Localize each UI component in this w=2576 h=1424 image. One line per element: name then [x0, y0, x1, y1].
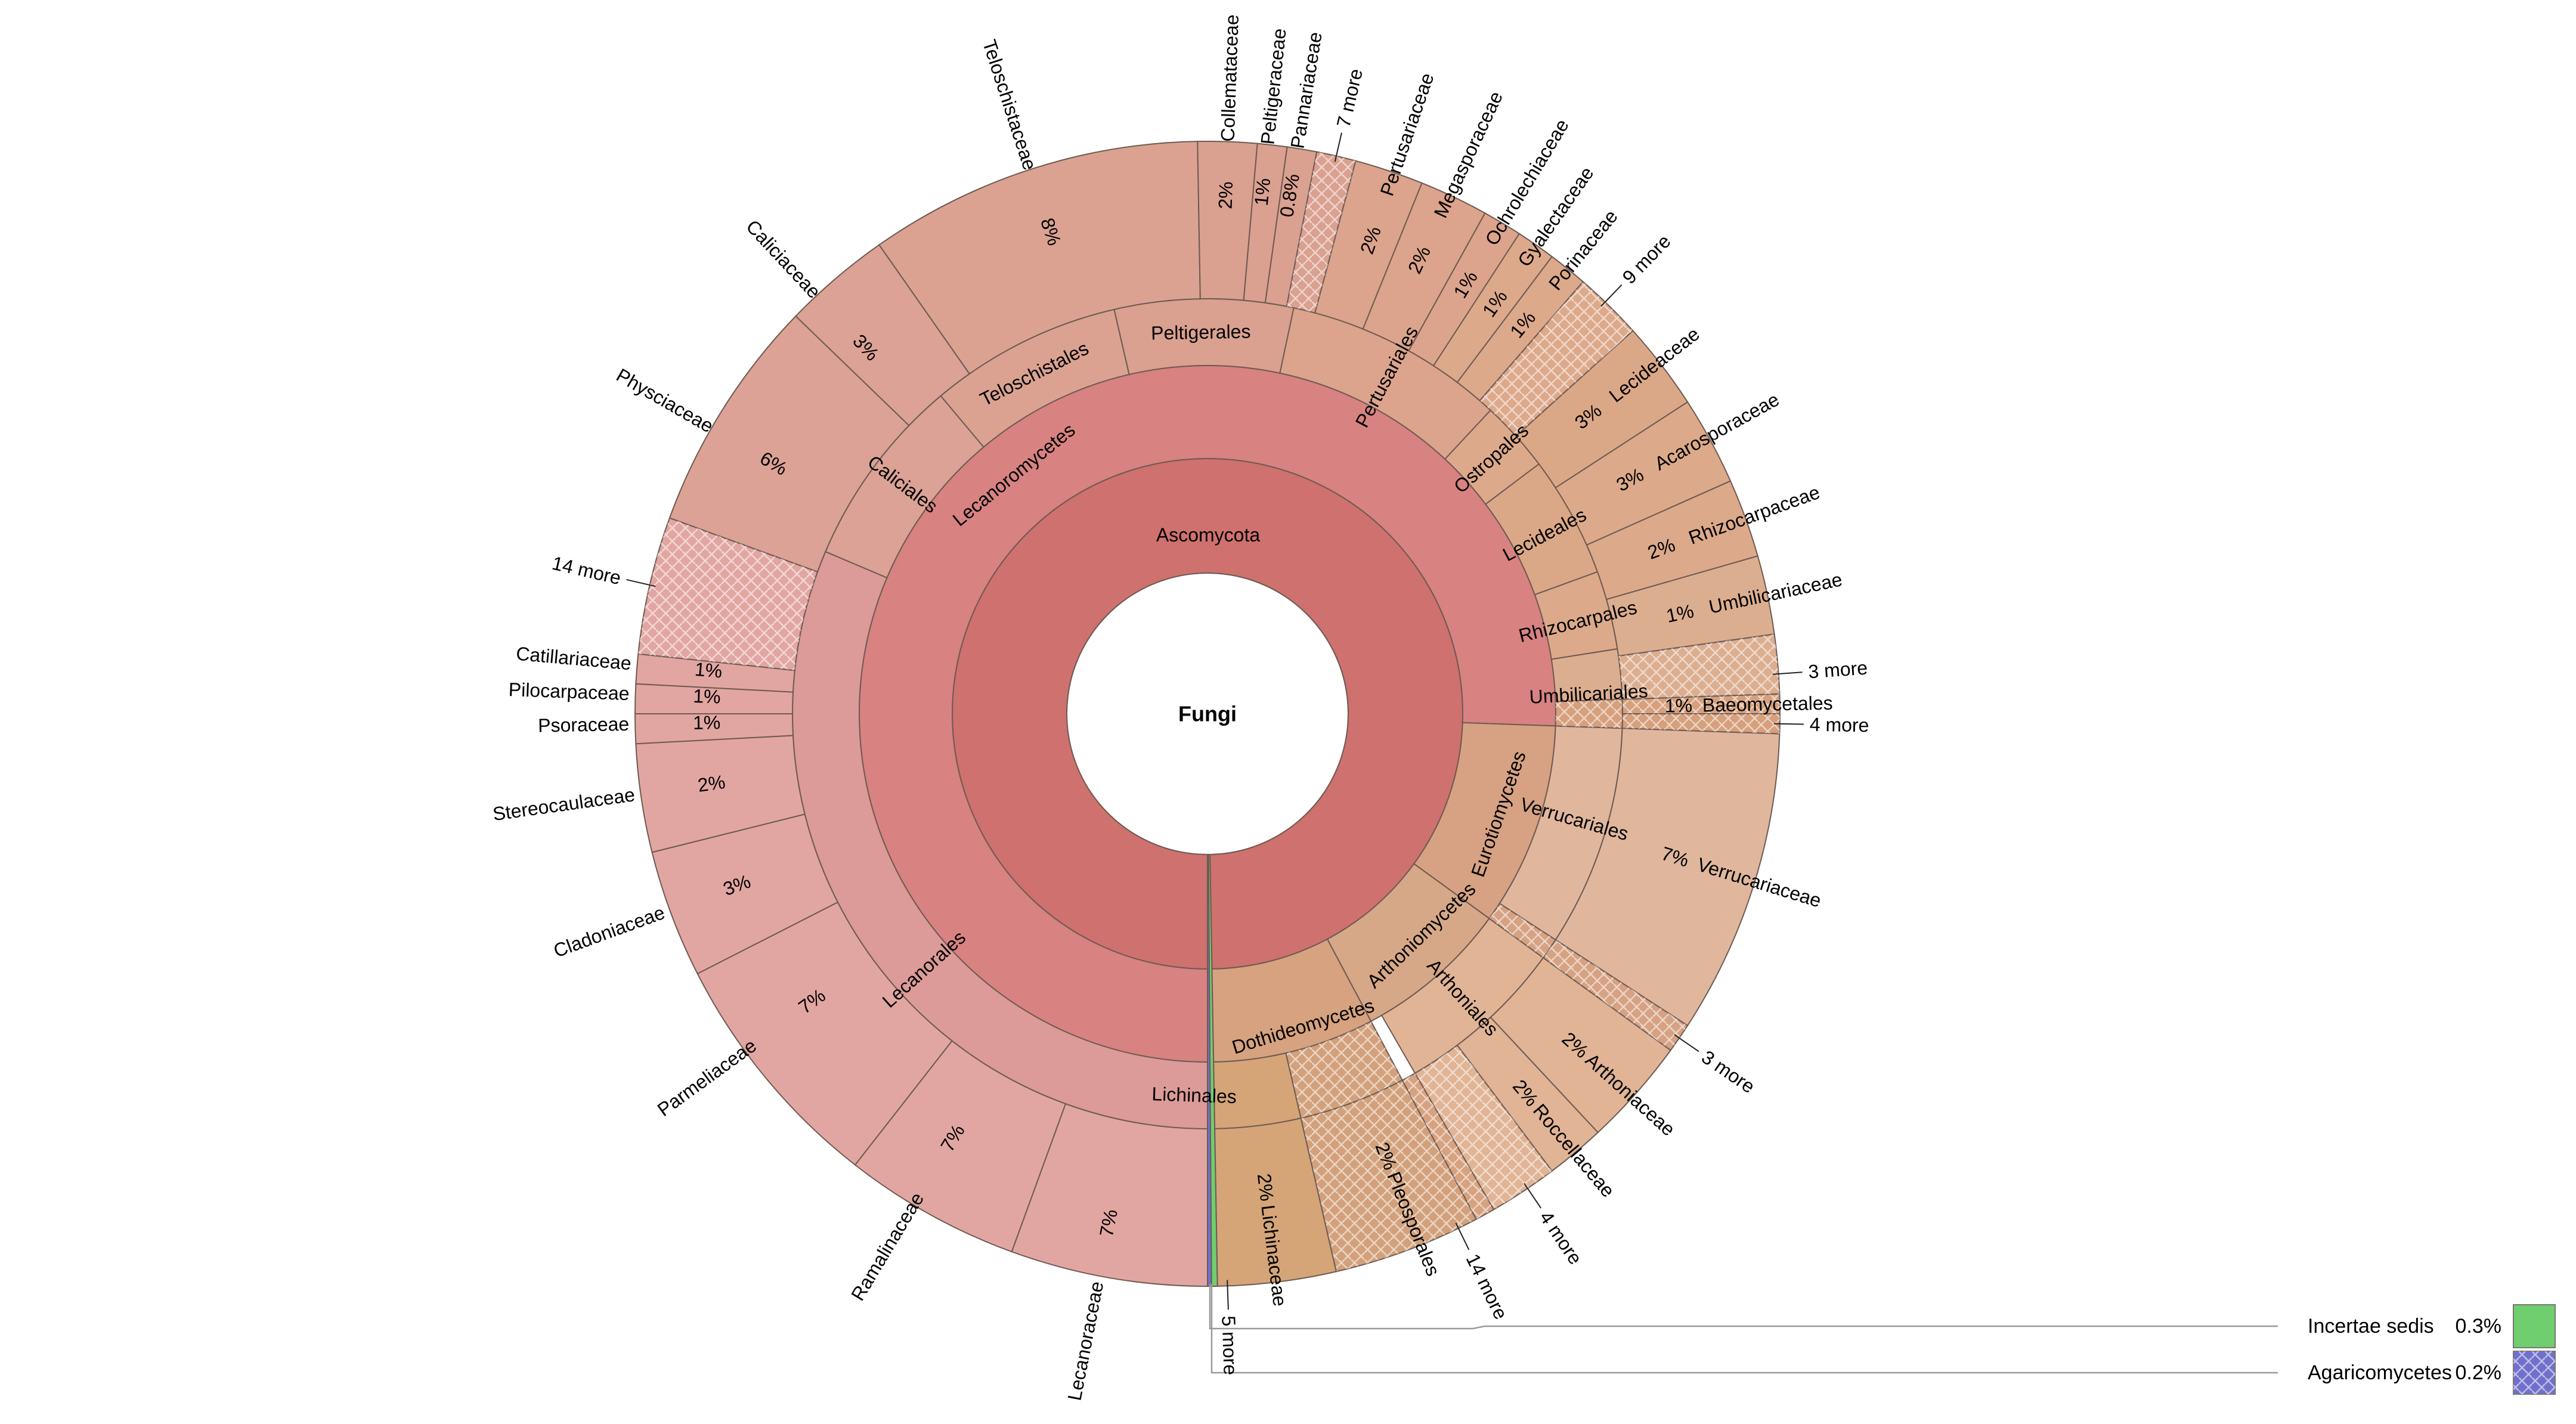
label-family-cladoniaceae: Cladoniaceae: [550, 902, 667, 962]
label-more-8: 5 more: [1218, 1315, 1241, 1376]
label-family-pilocarpaceae-pct: 1%: [693, 685, 721, 708]
label-family-collemataceae: Collemataceae: [1217, 14, 1243, 143]
leader-more-5: [1674, 1034, 1699, 1052]
label-family-physciaceae: Physciaceae: [612, 364, 717, 437]
leader-line-layer: [626, 132, 2278, 1374]
label-family-teloschistaceae: Teloschistaceae: [979, 37, 1041, 173]
wedge-verrucariales-more-hatch: [1489, 903, 1556, 958]
label-more-1: 7 more: [1333, 67, 1367, 129]
legend-pct-agaricomycetes: 0.2%: [2456, 1361, 2502, 1384]
legend-connector-0: [1209, 1284, 2278, 1330]
leader-more-2: [1600, 284, 1623, 307]
label-more-6: 4 more: [1535, 1207, 1587, 1268]
label-more-2: 9 more: [1618, 230, 1675, 288]
label-more-0: 14 more: [550, 552, 623, 589]
label-family-peltigeraceae-pct: 1%: [1250, 177, 1275, 207]
legend-label-agaricomycetes: Agaricomycetes: [2308, 1361, 2452, 1384]
label-family-psoraceae: Psoraceae: [538, 713, 630, 736]
wedge-more-ostropales-hatch: [1479, 281, 1633, 437]
leader-more-7: [1455, 1222, 1470, 1250]
wedge-more-lecanorales-hatch: [638, 518, 818, 671]
label-more-5: 3 more: [1698, 1046, 1758, 1097]
legend-swatch-incertae-sedis[interactable]: [2513, 1304, 2556, 1348]
wedge-family-pleosporales-hatch: [1301, 1080, 1476, 1272]
label-order-peltigerales: Peltigerales: [1151, 321, 1251, 344]
legend-pct-incertae-sedis: 0.3%: [2456, 1315, 2502, 1338]
wedge-family-lichinaceae[interactable]: [1214, 1117, 1337, 1287]
label-family-stereocaulaceae-pct: 2%: [696, 771, 727, 796]
label-family-megasporaceae: Megasporaceae: [1429, 88, 1507, 221]
leader-more-3: [1772, 671, 1803, 675]
legend-swatch-hatch: [2513, 1351, 2555, 1394]
label-order-lichinales: Lichinales: [1151, 1083, 1237, 1107]
label-family-lecanoraceae: Lecanoraceae: [1064, 1280, 1108, 1403]
leader-more-1: [1334, 132, 1342, 162]
legend-connector-1: [1210, 1284, 2278, 1374]
label-family-psoraceae-pct: 1%: [693, 711, 721, 733]
label-family-caliciaceae: Caliciaceae: [742, 216, 825, 303]
label-family-parmeliaceae: Parmeliaceae: [654, 1035, 760, 1120]
label-family-catillariaceae-pct: 1%: [694, 658, 723, 682]
root-label: Fungi: [1178, 702, 1237, 726]
wedge-more-umbilicariales-hatch: [1618, 634, 1780, 699]
leader-more-6: [1524, 1183, 1542, 1209]
legend: Incertae sedis 0.3%Agaricomycetes 0.2%: [2308, 1304, 2556, 1395]
wedge-layer: [634, 141, 1781, 1287]
label-family-collemataceae-pct: 2%: [1215, 181, 1237, 209]
label-family-lecanoraceae-pct: 7%: [1095, 1208, 1122, 1239]
wedge-more-verrucariales-hatch: [1543, 940, 1688, 1051]
legend-label-incertae-sedis: Incertae sedis: [2308, 1315, 2434, 1338]
label-family-pannariaceae: Pannariaceae: [1286, 30, 1326, 150]
wedge-family-baeomycetales-hatch: [1622, 694, 1780, 714]
label-more-4: 4 more: [1810, 714, 1869, 736]
label-family-pilocarpaceae: Pilocarpaceae: [508, 679, 630, 704]
label-more-7: 14 more: [1462, 1250, 1512, 1323]
label-family-ramalinaceae: Ramalinaceae: [847, 1188, 928, 1304]
label-family-peltigeraceae: Peltigeraceae: [1256, 27, 1290, 146]
wedge-more-arthoniales-hatch: [1415, 1045, 1552, 1210]
leader-more-4: [1773, 723, 1804, 725]
label-more-3: 3 more: [1807, 657, 1868, 683]
wedge-baeomycetales-order-hatch: [1555, 699, 1623, 729]
label-family-baeomycetales-pct: 1%: [1664, 695, 1692, 717]
label-family-stereocaulaceae: Stereocaulaceae: [491, 784, 636, 825]
label-family-baeomycetales: Baeomycetales: [1702, 692, 1833, 716]
leader-more-8: [1227, 1280, 1229, 1310]
wedge-more-dothideomycetes-hatch: [1402, 1073, 1494, 1219]
label-family-catillariaceae: Catillariaceae: [515, 643, 632, 674]
leader-more-0: [626, 579, 656, 587]
label-family-lichinaceae-pct: 2%: [1253, 1172, 1278, 1202]
wedge-more-baeomycetales-hatch: [1622, 714, 1780, 734]
label-ascomycota: Ascomycota: [1156, 524, 1260, 546]
wedge-more-peltigerales-hatch: [1286, 151, 1356, 313]
